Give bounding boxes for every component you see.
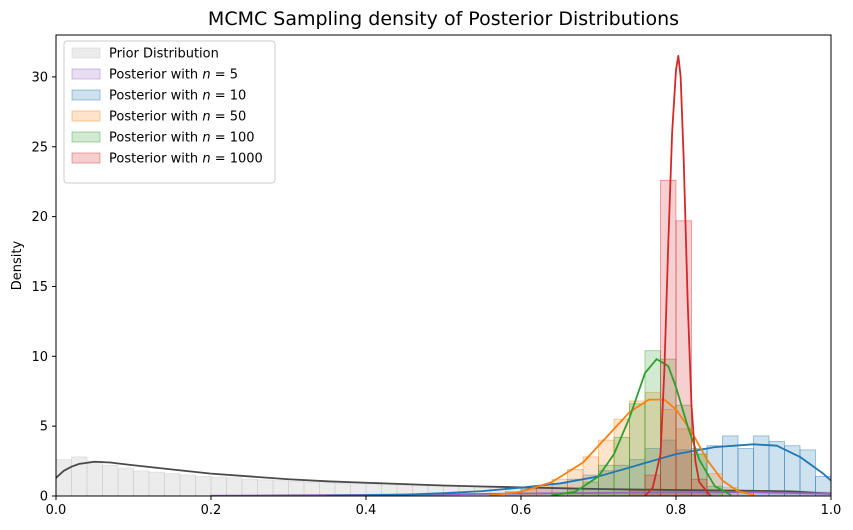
histogram-bar	[303, 481, 320, 496]
legend-label: Posterior with n = 5	[109, 68, 238, 83]
histogram-bar	[768, 441, 785, 496]
histogram-bar	[56, 459, 72, 496]
x-tick-label: 0.4	[356, 503, 377, 518]
y-tick-label: 15	[31, 280, 48, 295]
legend-swatch	[71, 152, 101, 164]
y-tick-label: 30	[31, 70, 48, 85]
x-tick-label: 0.6	[511, 503, 532, 518]
histogram-bar	[288, 480, 305, 496]
histogram-bar	[629, 403, 646, 496]
legend: Prior Distribution Posterior with n = 5 Po…	[63, 40, 276, 184]
histogram-bar	[644, 350, 661, 496]
axes-frame	[55, 34, 832, 497]
histogram-bar	[117, 467, 134, 496]
y-tick-label: 20	[31, 210, 48, 225]
legend-swatch	[71, 68, 101, 80]
x-tick-label: 0.0	[46, 503, 67, 518]
y-tick-label: 25	[31, 140, 48, 155]
legend-swatch	[71, 47, 101, 59]
legend-label: Prior Distribution	[109, 47, 219, 62]
kde-line-series-0	[56, 460, 831, 495]
y-tick-label: 0	[40, 490, 48, 505]
plot-content	[56, 55, 831, 496]
histogram-bar	[613, 436, 630, 496]
histogram-bar	[241, 478, 258, 496]
legend-swatch	[71, 89, 101, 101]
histogram-bar	[164, 473, 181, 496]
kde-line-series-5	[644, 55, 712, 496]
histogram-bar	[226, 477, 243, 496]
legend-label: Posterior with n = 50	[109, 110, 246, 125]
legend-swatch	[71, 131, 101, 143]
plot-area	[56, 55, 831, 496]
x-tick-label: 1.0	[821, 503, 842, 518]
kde-line-series-2	[326, 443, 831, 496]
histogram-bar	[102, 464, 119, 496]
x-tick-label: 0.2	[201, 503, 222, 518]
legend-box	[63, 40, 276, 184]
legend-label: Posterior with n = 10	[109, 89, 246, 104]
x-tick-label: 0.8	[666, 503, 687, 518]
kde-line-series-3	[489, 398, 755, 496]
histogram-bar	[737, 448, 754, 496]
y-tick-label: 5	[40, 420, 48, 435]
y-tick-label: 10	[31, 350, 48, 365]
y-axis-title: Density	[10, 240, 25, 290]
histogram-bar	[272, 480, 289, 496]
histogram-bar	[86, 460, 103, 496]
histogram-bar	[598, 464, 615, 496]
histogram-bar	[148, 471, 165, 496]
histogram-bar	[257, 479, 274, 496]
histogram-bar	[319, 482, 336, 496]
histogram-bar	[210, 476, 227, 496]
histogram-bar	[133, 470, 150, 496]
legend-label: Posterior with n = 1000	[109, 152, 263, 167]
kde-line-series-1	[210, 491, 831, 496]
histogram-bar	[195, 476, 212, 496]
axes: 0.0 0.2 0.4 0.6 0.8 1.0 0 5 10 15 20 25 30	[31, 34, 842, 518]
chart-title: MCMC Sampling density of Posterior Distr…	[208, 8, 679, 30]
legend-label: Posterior with n = 100	[109, 131, 255, 146]
histogram-bar	[179, 474, 196, 496]
legend-swatch	[71, 110, 101, 122]
kde-line-series-4	[551, 358, 732, 496]
histogram-bar	[799, 449, 816, 496]
